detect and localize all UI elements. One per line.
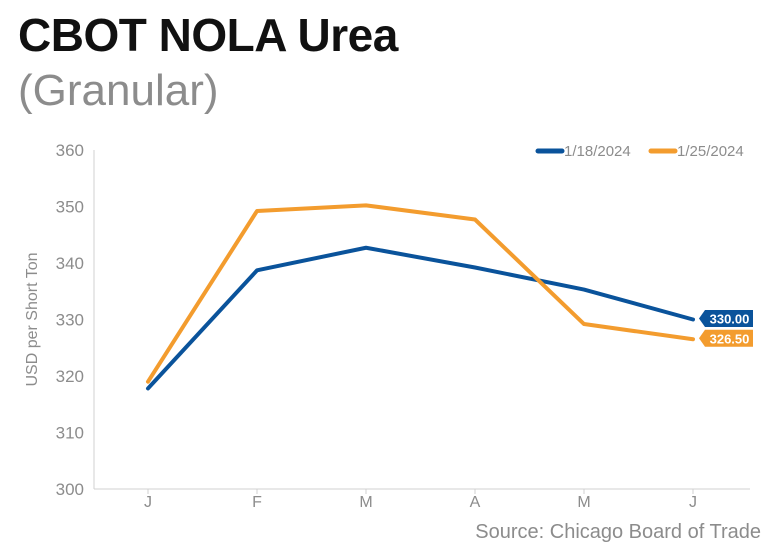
y-tick-label: 350 (56, 198, 84, 217)
data-point (474, 218, 476, 220)
axes (93, 150, 750, 490)
legend-label: 1/25/2024 (677, 143, 744, 160)
y-axis-label: USD per Short Ton (24, 253, 41, 387)
y-tick-label: 300 (56, 480, 84, 499)
data-point (474, 267, 476, 269)
chart-subtitle: (Granular) (18, 66, 219, 115)
end-value-labels: 330.00 326.50 (699, 310, 753, 347)
data-point (147, 381, 149, 383)
series-line (146, 203, 695, 384)
y-tick-label: 340 (56, 254, 84, 273)
y-tick-label: 360 (56, 141, 84, 160)
source-note: Source: Chicago Board of Trade (475, 521, 761, 543)
y-tick-label: 310 (56, 424, 84, 443)
legend: 1/18/2024 1/25/2024 (535, 143, 744, 160)
y-tick-label: 320 (56, 367, 84, 386)
legend-label: 1/18/2024 (564, 143, 631, 160)
data-point (256, 269, 258, 271)
end-value-label: 326.50 (710, 331, 750, 346)
data-point (256, 210, 258, 212)
series-lines (146, 203, 695, 391)
x-tick-label: M (577, 494, 590, 511)
data-point (583, 289, 585, 291)
data-point (365, 204, 367, 206)
y-axis-ticks: 300 310 320 330 340 350 360 (56, 141, 84, 499)
data-point (692, 319, 694, 320)
y-tick-label: 330 (56, 311, 84, 330)
end-label-tag (699, 310, 753, 327)
x-tick-label: J (689, 494, 697, 511)
x-tick-label: F (252, 494, 262, 511)
x-tick-label: A (470, 494, 481, 511)
data-point (365, 247, 367, 249)
end-label-tag (699, 329, 753, 347)
data-point (692, 338, 694, 340)
series-line (146, 245, 695, 391)
chart-title: CBOT NOLA Urea (18, 9, 398, 61)
x-tick-label: M (359, 494, 372, 511)
x-tick-label: J (144, 494, 152, 511)
data-point (583, 323, 585, 325)
data-point (147, 387, 149, 389)
end-value-label: 330.00 (710, 312, 750, 327)
